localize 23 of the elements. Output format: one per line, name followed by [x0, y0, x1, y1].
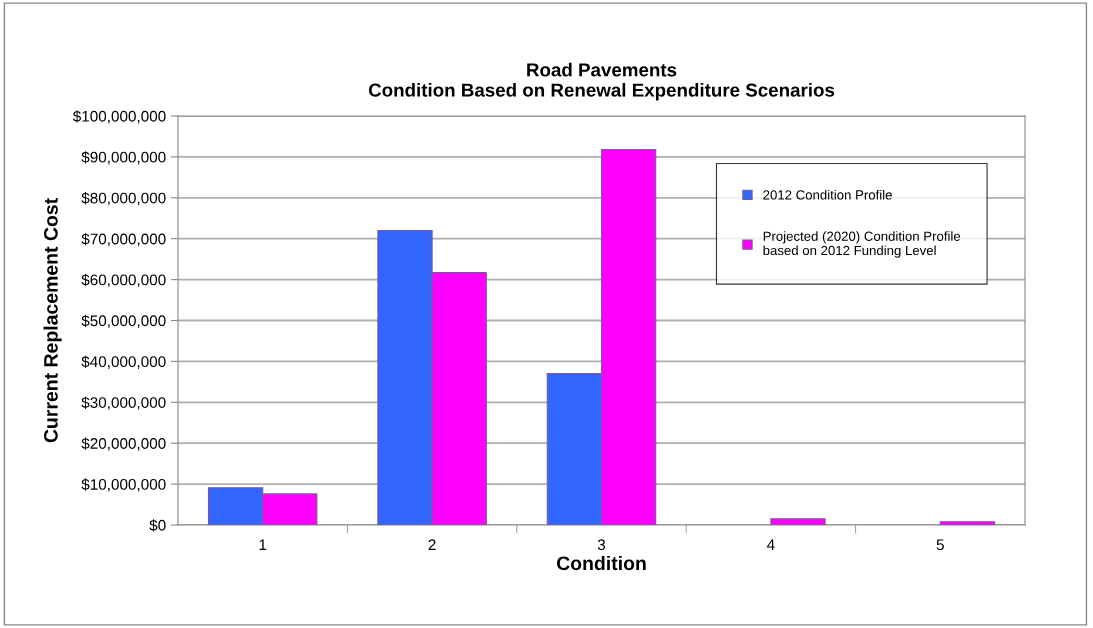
y-tick-label: $20,000,000	[81, 437, 166, 451]
bar	[770, 518, 826, 525]
y-tick-label: $60,000,000	[81, 273, 166, 288]
chart-title: Road Pavements Condition Based on Renewal Expenditure Scenarios	[368, 62, 835, 101]
y-tick-label: $40,000,000	[81, 355, 166, 369]
y-axis-title: Current Replacement Cost	[43, 198, 62, 443]
y-tick-label: $10,000,000	[81, 478, 166, 492]
y-tick-label: $70,000,000	[81, 232, 166, 247]
y-tick-label: $100,000,000	[72, 110, 166, 124]
x-tick-label: 5	[936, 539, 944, 551]
y-tick-label: $90,000,000	[81, 151, 166, 165]
y-tick-label: $80,000,000	[81, 192, 166, 206]
legend-label: 2012 Condition Profile	[763, 189, 892, 200]
y-tick-label: $30,000,000	[81, 396, 166, 410]
x-tick-label: 3	[597, 539, 606, 551]
x-tick-label: 2	[428, 539, 436, 550]
x-tick-label: 1	[259, 539, 267, 550]
x-tick-label: 4	[767, 539, 775, 550]
legend-label: Projected (2020) Condition Profile based on 2012 Funding Level	[763, 231, 961, 258]
y-tick-label: $50,000,000	[81, 314, 166, 328]
y-tick-label: $0	[149, 519, 166, 532]
bar	[939, 521, 996, 525]
x-axis-title: Condition	[556, 555, 646, 571]
